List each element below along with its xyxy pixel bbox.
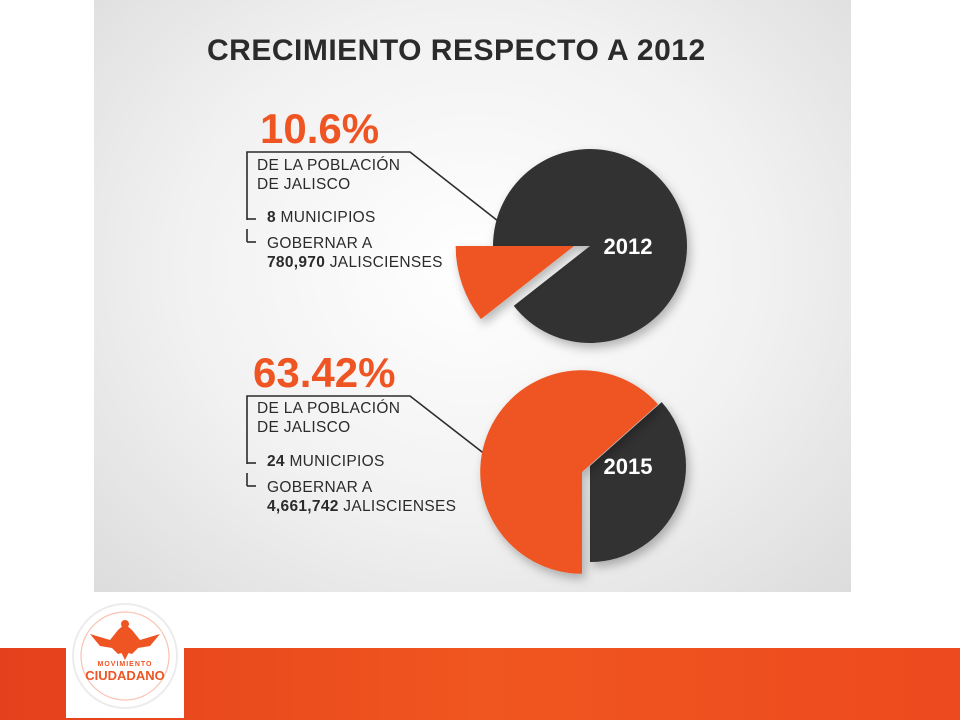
municipios-label: MUNICIPIOS bbox=[280, 209, 376, 226]
bracket-2015 bbox=[246, 395, 532, 491]
people-count: 4,661,742 bbox=[267, 498, 339, 515]
population-label-2015: DE LA POBLACIÓN DE JALISCO bbox=[257, 399, 400, 437]
pie-slice-highlight bbox=[455, 246, 574, 320]
pie-slice-rest bbox=[590, 402, 686, 562]
leader-line-2012 bbox=[246, 151, 513, 233]
population-line-1: DE LA POBLACIÓN bbox=[257, 157, 401, 174]
movimiento-ciudadano-logo: MOVIMIENTO CIUDADANO bbox=[62, 594, 188, 718]
municipios-2015: 24 MUNICIPIOS bbox=[267, 452, 385, 471]
gobernar-label: GOBERNAR A bbox=[267, 235, 373, 252]
population-line-2: DE JALISCO bbox=[257, 419, 351, 436]
municipios-label: MUNICIPIOS bbox=[289, 453, 385, 470]
pie-chart-2012: 2012 bbox=[455, 148, 687, 343]
eagle-icon bbox=[90, 620, 160, 660]
municipios-count: 24 bbox=[267, 453, 285, 470]
population-label-2012: DE LA POBLACIÓN DE JALISCO bbox=[257, 156, 400, 194]
gobernar-label: GOBERNAR A bbox=[267, 479, 373, 496]
pie-chart-2015: 2015 bbox=[480, 370, 686, 574]
percentage-2015: 63.42% bbox=[253, 349, 396, 396]
bracket-2012 bbox=[246, 151, 513, 243]
people-label: JALISCIENSES bbox=[343, 498, 457, 515]
pie-year-label: 2012 bbox=[604, 234, 653, 259]
municipios-count: 8 bbox=[267, 209, 276, 226]
pie-slice-highlight bbox=[480, 370, 658, 574]
people-label: JALISCIENSES bbox=[329, 254, 443, 271]
population-line-2: DE JALISCO bbox=[257, 176, 351, 193]
logo-line-1: MOVIMIENTO bbox=[98, 661, 153, 668]
percentage-2012: 10.6% bbox=[260, 105, 380, 152]
pie-slice-rest bbox=[493, 148, 687, 343]
logo-badge: MOVIMIENTO CIUDADANO bbox=[66, 598, 184, 718]
people-count: 780,970 bbox=[267, 254, 326, 271]
gobernar-2012: GOBERNAR A 780,970 JALISCIENSES bbox=[267, 234, 443, 272]
leader-line-2015 bbox=[246, 395, 532, 491]
municipios-2012: 8 MUNICIPIOS bbox=[267, 208, 376, 227]
gobernar-2015: GOBERNAR A 4,661,742 JALISCIENSES bbox=[267, 478, 456, 516]
logo-line-2: CIUDADANO bbox=[85, 668, 164, 683]
pie-year-label: 2015 bbox=[604, 454, 653, 479]
population-line-1: DE LA POBLACIÓN bbox=[257, 400, 401, 417]
page-title: CRECIMIENTO RESPECTO A 2012 bbox=[207, 34, 706, 67]
